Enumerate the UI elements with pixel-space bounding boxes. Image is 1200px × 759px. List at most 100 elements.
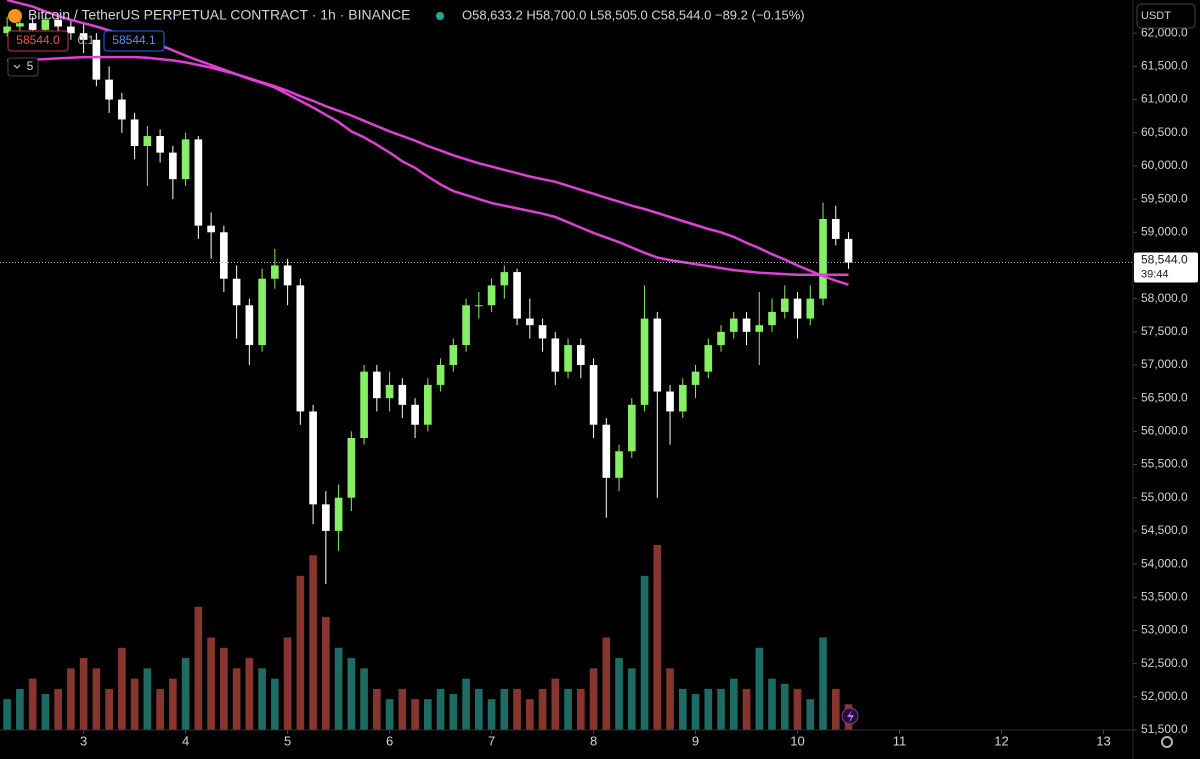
candle-body [551, 338, 560, 372]
volume-bar [704, 688, 713, 730]
candle-body [729, 318, 738, 332]
volume-bar [474, 688, 483, 730]
y-tick-label: 54,000.0 [1141, 556, 1188, 570]
volume-bar [513, 688, 521, 730]
candle-body [589, 365, 598, 425]
volume-bar [54, 688, 62, 730]
indicator-count[interactable]: 5 [27, 59, 34, 73]
volume-bar [411, 699, 419, 730]
currency-label[interactable]: USDT [1141, 10, 1171, 22]
sell-price[interactable]: 58544.0 [16, 33, 60, 47]
volume-bar [3, 699, 11, 730]
candle-body [793, 298, 802, 319]
volume-bar [729, 678, 738, 730]
volume-bar [589, 668, 598, 730]
y-tick-label: 57,000.0 [1141, 357, 1188, 371]
x-tick-label: 10 [790, 733, 804, 748]
currency-select[interactable] [1136, 3, 1196, 29]
y-tick-label: 52,000.0 [1141, 689, 1188, 703]
x-tick-label: 4 [182, 733, 189, 748]
candle-body [602, 424, 611, 478]
volume-bar [538, 688, 547, 730]
indicators-toggle[interactable] [7, 57, 39, 77]
candle-body [309, 411, 317, 505]
volume-bar [564, 688, 572, 730]
candle-body [411, 404, 419, 425]
status-dot [436, 12, 444, 20]
candle-body [436, 365, 445, 385]
volume-bar [283, 637, 292, 730]
y-tick-label: 60,000.0 [1141, 158, 1188, 172]
candle-body [28, 23, 37, 30]
candle-body [67, 26, 75, 34]
candle-body [398, 384, 407, 405]
volume-bar [424, 699, 432, 730]
volume-bar [640, 575, 649, 730]
volume-bar [79, 658, 88, 730]
volume-bar [768, 678, 776, 730]
candle-body [92, 39, 101, 80]
candle-body [54, 19, 62, 27]
y-tick-label: 61,000.0 [1141, 92, 1188, 106]
settings-icon[interactable] [1161, 736, 1173, 748]
volume-bar [67, 668, 75, 730]
volume-bar [742, 688, 751, 730]
x-tick-label: 11 [893, 733, 907, 748]
volume-bar [627, 668, 636, 730]
volume-bar [717, 688, 725, 730]
candle-body [564, 345, 572, 372]
candle-body [666, 391, 674, 412]
x-tick-label: 3 [80, 733, 87, 748]
volume-bar [360, 668, 368, 730]
y-tick-label: 55,000.0 [1141, 490, 1188, 504]
candle-body [130, 119, 139, 146]
y-tick-label: 51,500.0 [1141, 722, 1188, 736]
y-tick-label: 52,500.0 [1141, 656, 1188, 670]
x-tick-label: 5 [284, 733, 291, 748]
candle-body [373, 371, 381, 399]
y-tick-label: 54,500.0 [1141, 523, 1188, 537]
volume-bar [666, 668, 674, 730]
volume-bar [653, 545, 662, 730]
volume-bar [755, 647, 764, 730]
volume-bar [806, 699, 815, 730]
sell-button[interactable] [7, 30, 69, 52]
chart-title[interactable]: Bitcoin / TetherUS PERPETUAL CONTRACT · … [28, 7, 411, 23]
candle-body [487, 285, 496, 306]
candle-body [627, 404, 636, 452]
candle-body [3, 26, 11, 34]
y-tick-label: 62,000.0 [1141, 25, 1188, 39]
volume-bar [220, 647, 228, 730]
last-price-box [1134, 252, 1198, 283]
buy-button[interactable] [103, 30, 165, 52]
volume-bar [678, 688, 687, 730]
candle-body [16, 23, 24, 27]
x-tick-label: 9 [692, 733, 699, 748]
volume-bar [296, 575, 305, 730]
y-tick-label: 59,500.0 [1141, 191, 1188, 205]
candle-body [449, 345, 458, 365]
volume-bar [169, 678, 177, 730]
candle-body [768, 311, 776, 326]
volume-bar [525, 699, 534, 730]
ohlc-legend: O58,633.2 H58,700.0 L58,505.0 C58,544.0 … [462, 7, 805, 22]
candle-body [385, 384, 394, 399]
volume-bar [245, 658, 254, 730]
y-tick-label: 60,500.0 [1141, 125, 1188, 139]
x-tick-label: 7 [488, 733, 495, 748]
volume-bar [615, 658, 623, 730]
volume-bar [194, 606, 203, 730]
buy-price[interactable]: 58544.1 [112, 33, 156, 47]
coin-icon [8, 9, 22, 23]
x-tick-label: 8 [590, 733, 597, 748]
volume-bar [487, 699, 496, 730]
candle-body [79, 33, 88, 40]
candle-body [640, 318, 649, 405]
volume-bar [181, 658, 190, 730]
candle-body [844, 238, 853, 263]
candle-body [678, 384, 687, 412]
x-tick-label: 12 [994, 733, 1008, 748]
candle-body [143, 136, 152, 146]
volume-bar [334, 647, 343, 730]
